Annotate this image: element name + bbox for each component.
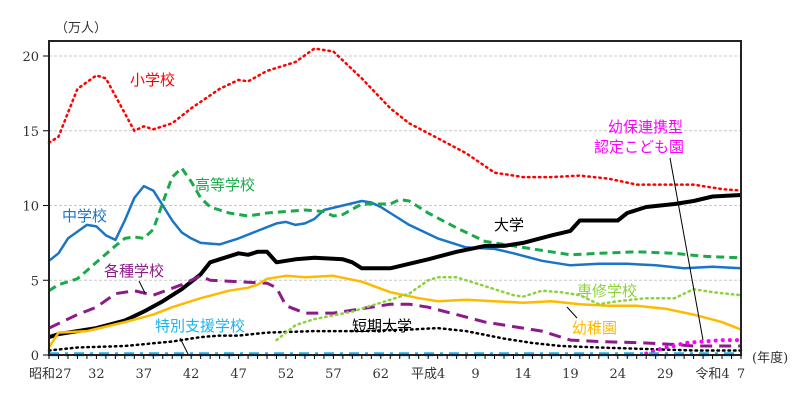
series-line-7 bbox=[275, 276, 743, 342]
series-line-3 bbox=[48, 193, 742, 340]
y-tick-label: 15 bbox=[22, 125, 39, 140]
label-kodomoen-line1: 幼保連携型 bbox=[608, 118, 683, 136]
label-yochien: 幼稚園 bbox=[572, 319, 617, 337]
x-tick-label: 32 bbox=[88, 367, 105, 382]
series-line-2 bbox=[48, 166, 742, 292]
leader-line-tokubetsu bbox=[179, 337, 189, 355]
x-tick-label: 24 bbox=[609, 367, 626, 382]
label-senshu-gakko: 専修学校 bbox=[577, 282, 637, 300]
x-tick-label: 57 bbox=[325, 367, 342, 382]
x-unit-label: (年度) bbox=[752, 350, 788, 366]
y-tick-label: 5 bbox=[31, 274, 39, 289]
x-tick-label: 平成4 bbox=[411, 367, 445, 382]
series-line-1 bbox=[48, 184, 742, 270]
plot-frame bbox=[48, 40, 742, 356]
leader-line-kodomoen bbox=[669, 157, 704, 341]
x-tick-label: 37 bbox=[136, 367, 153, 382]
x-tick-label: 47 bbox=[230, 367, 247, 382]
x-tick-label: 62 bbox=[373, 367, 390, 382]
leader-line-kakushu bbox=[138, 280, 146, 294]
label-kodomoen-line2: 認定こども園 bbox=[594, 138, 684, 156]
label-shogakko: 小学校 bbox=[130, 71, 175, 89]
x-tick-label: 7 bbox=[737, 367, 745, 382]
x-tick-label: 令和4 bbox=[695, 367, 729, 382]
x-tick-label: 14 bbox=[515, 367, 532, 382]
label-koto-gakko: 高等学校 bbox=[195, 176, 255, 194]
y-unit-label: （万人） bbox=[55, 21, 107, 36]
series-line-0 bbox=[47, 47, 743, 192]
x-tick-label: 29 bbox=[657, 367, 674, 382]
y-tick-label: 20 bbox=[22, 50, 39, 65]
label-chugakko: 中学校 bbox=[62, 207, 107, 225]
series-line-4 bbox=[48, 274, 741, 348]
label-kakushu-gakko: 各種学校 bbox=[104, 262, 164, 280]
label-tokubetsu-shien: 特別支援学校 bbox=[155, 317, 245, 335]
y-tick-label: 0 bbox=[31, 349, 39, 364]
series-line-6 bbox=[47, 326, 743, 352]
series-line-5 bbox=[47, 274, 742, 349]
x-tick-label: 9 bbox=[471, 367, 479, 382]
leader-line-yochien bbox=[566, 306, 578, 319]
label-daigaku: 大学 bbox=[494, 216, 524, 234]
label-tanki-daigaku: 短期大学 bbox=[352, 317, 412, 335]
x-tick-label: 19 bbox=[562, 367, 579, 382]
y-tick-label: 10 bbox=[22, 200, 39, 215]
x-tick-label: 昭和27 bbox=[29, 367, 72, 382]
x-tick-label: 42 bbox=[183, 367, 200, 382]
x-tick-label: 52 bbox=[278, 367, 295, 382]
series-line-8 bbox=[644, 338, 743, 356]
